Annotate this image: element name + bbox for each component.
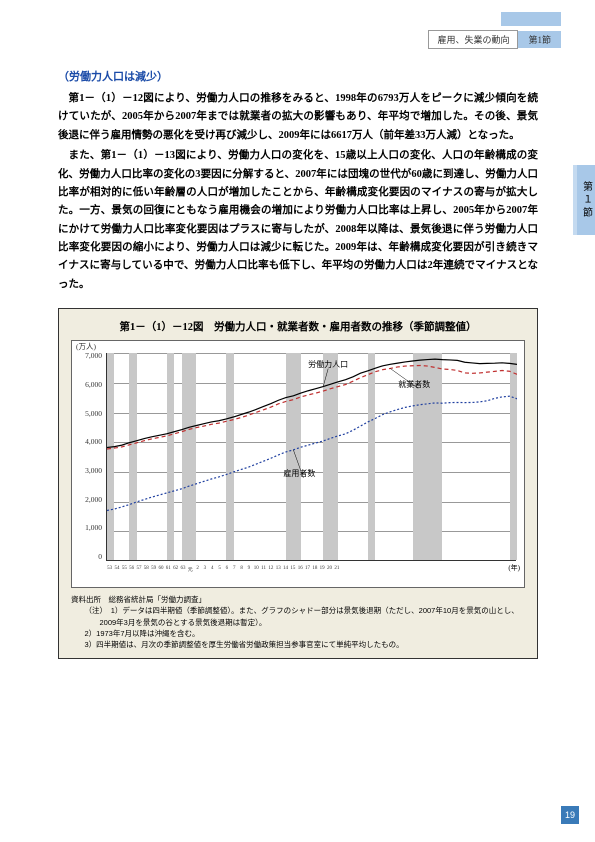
paragraph-2: また、第1－（1）－13図により、労働力人口の変化を、15歳以上人口の変化、人口… [58, 147, 538, 294]
x-tick-label: 62 [172, 566, 179, 573]
y-axis-labels: 7,000 6,000 5,000 4,000 3,000 2,000 1,000 0 [74, 351, 102, 561]
x-tick-label: 4 [209, 566, 216, 573]
x-tick-label: 14 [282, 566, 289, 573]
x-tick-label [377, 566, 384, 573]
y-tick-label: 1,000 [74, 523, 102, 532]
y-tick-label: 7,000 [74, 351, 102, 360]
main-content: （労働力人口は減少） 第1－（1）－12図により、労働力人口の推移をみると、19… [58, 68, 538, 659]
chart-area: (万人) 7,0006,0005,0004,0003,0002,0001,000… [71, 340, 525, 588]
x-tick-label: 58 [143, 566, 150, 573]
header-bar: 雇用、失業の動向 第1節 [428, 30, 561, 49]
x-tick-label [465, 566, 472, 573]
x-tick-label: 18 [311, 566, 318, 573]
y-tick-label: 4,000 [74, 437, 102, 446]
x-tick-label [392, 566, 399, 573]
x-tick-label [480, 566, 487, 573]
y-tick-label: 2,000 [74, 495, 102, 504]
x-tick-label [348, 566, 355, 573]
x-tick-label [414, 566, 421, 573]
x-tick-label: 20 [326, 566, 333, 573]
breadcrumb: 雇用、失業の動向 [428, 30, 518, 49]
x-tick-label [362, 566, 369, 573]
x-tick-label [428, 566, 435, 573]
x-tick-label: 57 [135, 566, 142, 573]
x-tick-label: 17 [304, 566, 311, 573]
section-title: （労働力人口は減少） [58, 68, 538, 84]
x-tick-label: 54 [113, 566, 120, 573]
x-tick-label [399, 566, 406, 573]
x-tick-label [443, 566, 450, 573]
y-tick-label: 5,000 [74, 409, 102, 418]
figure-title: 第1－（1）－12図 労働力人口・就業者数・雇用者数の推移（季節調整値） [71, 319, 525, 334]
x-tick-label: 5 [216, 566, 223, 573]
chart-plot: 労働力人口就業者数雇用者数 [106, 353, 516, 561]
x-tick-label [436, 566, 443, 573]
x-tick-label: 9 [245, 566, 252, 573]
x-tick-label: 12 [267, 566, 274, 573]
figure-container: 第1－（1）－12図 労働力人口・就業者数・雇用者数の推移（季節調整値） (万人… [58, 308, 538, 659]
series-label: 就業者数 [398, 379, 430, 390]
x-tick-label: 56 [128, 566, 135, 573]
x-tick-label [355, 566, 362, 573]
x-tick-label: 21 [333, 566, 340, 573]
x-axis-labels: 5354555657585960616263元23456789101112131… [106, 566, 516, 573]
figure-notes: 資料出所 総務省統計局「労働力調査」 （注） 1）データは四半期値（季節調整値）… [71, 594, 525, 650]
x-tick-label [450, 566, 457, 573]
top-accent-bar [501, 12, 561, 26]
y-tick-label: 6,000 [74, 380, 102, 389]
x-tick-label: 元 [187, 566, 194, 573]
x-tick-label: 61 [165, 566, 172, 573]
figure-note-2: 2）1973年7月以降は沖縄を含む。 [71, 628, 525, 639]
x-tick-label: 16 [297, 566, 304, 573]
figure-source: 資料出所 総務省統計局「労働力調査」 [71, 594, 525, 605]
x-tick-label: 53 [106, 566, 113, 573]
x-tick-label: 19 [319, 566, 326, 573]
side-tab: 第１節 [573, 165, 595, 235]
x-tick-label: 2 [194, 566, 201, 573]
x-tick-label [341, 566, 348, 573]
x-tick-label: 11 [260, 566, 267, 573]
x-tick-label: 6 [223, 566, 230, 573]
y-tick-label: 3,000 [74, 466, 102, 475]
x-tick-label [421, 566, 428, 573]
y-tick-label: 0 [74, 552, 102, 561]
x-tick-label: 10 [253, 566, 260, 573]
figure-note-3: 3）四半期値は、月次の季節調整値を厚生労働省労働政策担当参事官室にて単純平均した… [71, 639, 525, 650]
x-tick-label [406, 566, 413, 573]
x-tick-label: 13 [275, 566, 282, 573]
x-tick-label: 15 [289, 566, 296, 573]
x-tick-label [494, 566, 501, 573]
x-tick-label: 8 [238, 566, 245, 573]
paragraph-1: 第1－（1）－12図により、労働力人口の推移をみると、1998年の6793万人を… [58, 90, 538, 145]
x-tick-label: 59 [150, 566, 157, 573]
page-number: 19 [561, 806, 579, 824]
header-tab: 第1節 [518, 31, 561, 48]
x-tick-label [370, 566, 377, 573]
figure-note-1: （注） 1）データは四半期値（季節調整値）。また、グラフのシャドー部分は景気後退… [71, 605, 525, 628]
x-tick-label: 63 [179, 566, 186, 573]
x-tick-label: 55 [121, 566, 128, 573]
x-tick-label: 60 [157, 566, 164, 573]
x-axis-unit: (年) [508, 563, 520, 573]
series-label: 労働力人口 [308, 359, 348, 370]
x-tick-label [472, 566, 479, 573]
x-tick-label [487, 566, 494, 573]
x-tick-label [384, 566, 391, 573]
x-tick-label: 3 [201, 566, 208, 573]
x-tick-label [458, 566, 465, 573]
x-tick-label: 7 [231, 566, 238, 573]
series-label: 雇用者数 [283, 468, 315, 479]
